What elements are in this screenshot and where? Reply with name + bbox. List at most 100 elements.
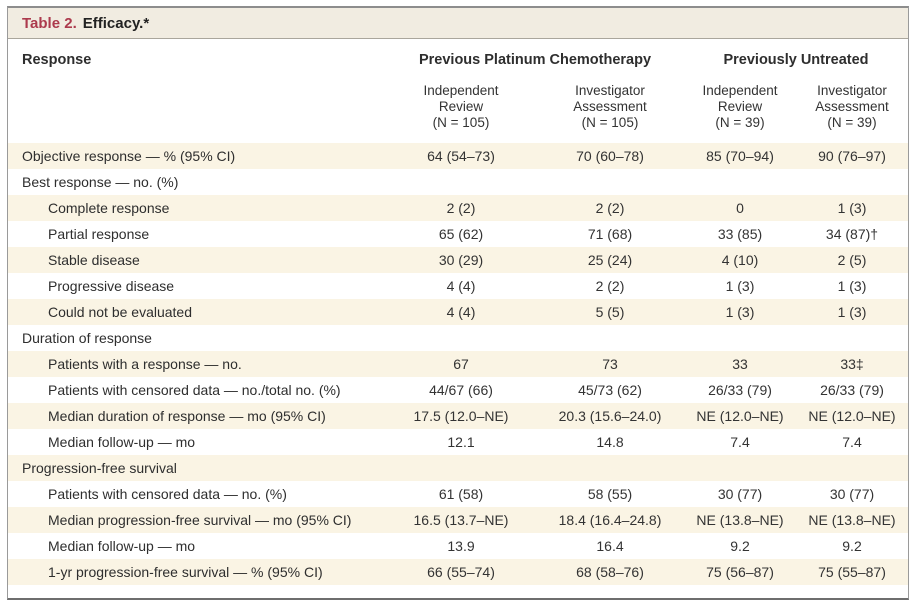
cell-value: 30 (77) — [829, 486, 875, 502]
cell-value — [386, 455, 536, 481]
header-line: (N = 39) — [715, 115, 765, 130]
row-label: Patients with censored data — no./total … — [48, 382, 341, 398]
cell-value: 9.2 — [730, 538, 750, 554]
cell-value: 90 (76–97) — [818, 148, 886, 164]
cell-value: 73 — [602, 356, 618, 372]
cell-value: 25 (24) — [587, 252, 633, 268]
cell-value — [536, 169, 684, 195]
header-line: (N = 39) — [827, 115, 877, 130]
table-row: Could not be evaluated 4 (4) 5 (5) 1 (3) 1 (… — [8, 299, 908, 325]
table-row: Median progression-free survival — mo (9… — [8, 507, 908, 533]
cell-value: 14.8 — [596, 434, 624, 450]
cell-value: 16.4 — [596, 538, 624, 554]
cell-value — [386, 325, 536, 351]
cell-value: NE (13.8–NE) — [696, 512, 784, 528]
table-row: Median duration of response — mo (95% CI… — [8, 403, 908, 429]
cell-value: 75 (56–87) — [706, 564, 774, 580]
group-header-previously-untreated: Previously Untreated — [684, 39, 908, 83]
row-label: Median duration of response — mo (95% CI… — [48, 408, 326, 424]
table-row: Best response — no. (%) — [8, 169, 908, 195]
cell-value: 65 (62) — [438, 226, 484, 242]
cell-value: 4 (10) — [721, 252, 759, 268]
cell-value: 26/33 (79) — [708, 382, 772, 398]
header-line: Independent — [702, 83, 778, 98]
row-label: Median follow-up — mo — [48, 538, 196, 554]
table-number: Table 2. — [22, 14, 77, 32]
cell-value: 13.9 — [447, 538, 475, 554]
row-label: Could not be evaluated — [48, 304, 192, 320]
cell-value: 1 (3) — [725, 304, 755, 320]
cell-value — [386, 169, 536, 195]
column-header-independent-review-39: Independent Review (N = 39) — [684, 83, 796, 143]
cell-value: 67 — [453, 356, 469, 372]
header-line: Independent — [423, 83, 499, 98]
cell-value: 45/73 (62) — [578, 382, 642, 398]
table-row: Median follow-up — mo 12.1 14.8 7.4 7.4 — [8, 429, 908, 455]
cell-value: 2 (2) — [595, 200, 625, 216]
cell-value: 4 (4) — [446, 304, 476, 320]
cell-value: 18.4 (16.4–24.8) — [558, 512, 662, 528]
cell-value: 2 (2) — [446, 200, 476, 216]
cell-value: 34 (87)† — [825, 226, 879, 242]
row-label: Complete response — [48, 200, 170, 216]
cell-value — [536, 325, 684, 351]
table-row: Progressive disease 4 (4) 2 (2) 1 (3) 1 (3) — [8, 273, 908, 299]
table-row: Duration of response — [8, 325, 908, 351]
header-line: Investigator — [575, 83, 645, 98]
row-label: 1-yr progression-free survival — % (95% … — [48, 564, 323, 580]
cell-value: 70 (60–78) — [576, 148, 644, 164]
group-header-row: Response Previous Platinum Chemotherapy … — [8, 39, 908, 143]
column-header-response: Response — [8, 39, 386, 143]
cell-value — [796, 455, 908, 481]
cell-value: 0 — [736, 200, 744, 216]
table-header: Response Previous Platinum Chemotherapy … — [8, 39, 908, 143]
cell-value: 44/67 (66) — [429, 382, 493, 398]
table-row: Patients with censored data — no./total … — [8, 377, 908, 403]
sub-header-row: Independent Review (N = 105) Investigato… — [8, 83, 908, 143]
table-row: Partial response 65 (62) 71 (68) 33 (85) 34 … — [8, 221, 908, 247]
column-header-investigator-assessment-105: Investigator Assessment (N = 105) — [536, 83, 684, 143]
row-label: Patients with censored data — no. (%) — [48, 486, 287, 502]
cell-value: 7.4 — [842, 434, 862, 450]
cell-value: 1 (3) — [725, 278, 755, 294]
cell-value: NE (12.0–NE) — [808, 408, 896, 424]
row-label: Duration of response — [22, 330, 152, 346]
table-body: Objective response — % (95% CI) 64 (54–73… — [8, 143, 908, 585]
cell-value: 68 (58–76) — [576, 564, 644, 580]
cell-value: 9.2 — [842, 538, 862, 554]
cell-value: 20.3 (15.6–24.0) — [558, 408, 662, 424]
table-title: Efficacy.* — [82, 14, 150, 32]
cell-value: 17.5 (12.0–NE) — [413, 408, 509, 424]
cell-value: 30 (77) — [717, 486, 763, 502]
row-label: Patients with a response — no. — [48, 356, 242, 372]
cell-value: 71 (68) — [587, 226, 633, 242]
header-line: (N = 105) — [581, 115, 639, 130]
cell-value: 4 (4) — [446, 278, 476, 294]
cell-value — [796, 325, 908, 351]
cell-value: 5 (5) — [595, 304, 625, 320]
cell-value: 16.5 (13.7–NE) — [413, 512, 509, 528]
cell-value: 61 (58) — [438, 486, 484, 502]
cell-value: 1 (3) — [837, 200, 867, 216]
cell-value: 33‡ — [840, 356, 864, 372]
table-row: Patients with a response — no. 67 73 33 33‡ — [8, 351, 908, 377]
column-header-investigator-assessment-39: Investigator Assessment (N = 39) — [796, 83, 908, 143]
cell-value: 33 (85) — [717, 226, 763, 242]
row-label: Progression-free survival — [22, 460, 177, 476]
row-label: Best response — no. (%) — [22, 174, 179, 190]
cell-value: NE (13.8–NE) — [808, 512, 896, 528]
cell-value: 26/33 (79) — [820, 382, 884, 398]
row-label: Objective response — % (95% CI) — [22, 148, 236, 164]
row-label: Partial response — [48, 226, 150, 242]
table-row: 1-yr progression-free survival — % (95% … — [8, 559, 908, 585]
cell-value: 66 (55–74) — [427, 564, 495, 580]
row-label: Median progression-free survival — mo (9… — [48, 512, 352, 528]
cell-value: 2 (5) — [837, 252, 867, 268]
table-row: Median follow-up — mo 13.9 16.4 9.2 9.2 — [8, 533, 908, 559]
cell-value: NE (12.0–NE) — [696, 408, 784, 424]
header-line: Assessment — [573, 99, 647, 114]
cell-value: 1 (3) — [837, 304, 867, 320]
efficacy-table-card: Table 2. Efficacy.* Response Previous Pl… — [7, 6, 909, 600]
header-line: Investigator — [817, 83, 887, 98]
